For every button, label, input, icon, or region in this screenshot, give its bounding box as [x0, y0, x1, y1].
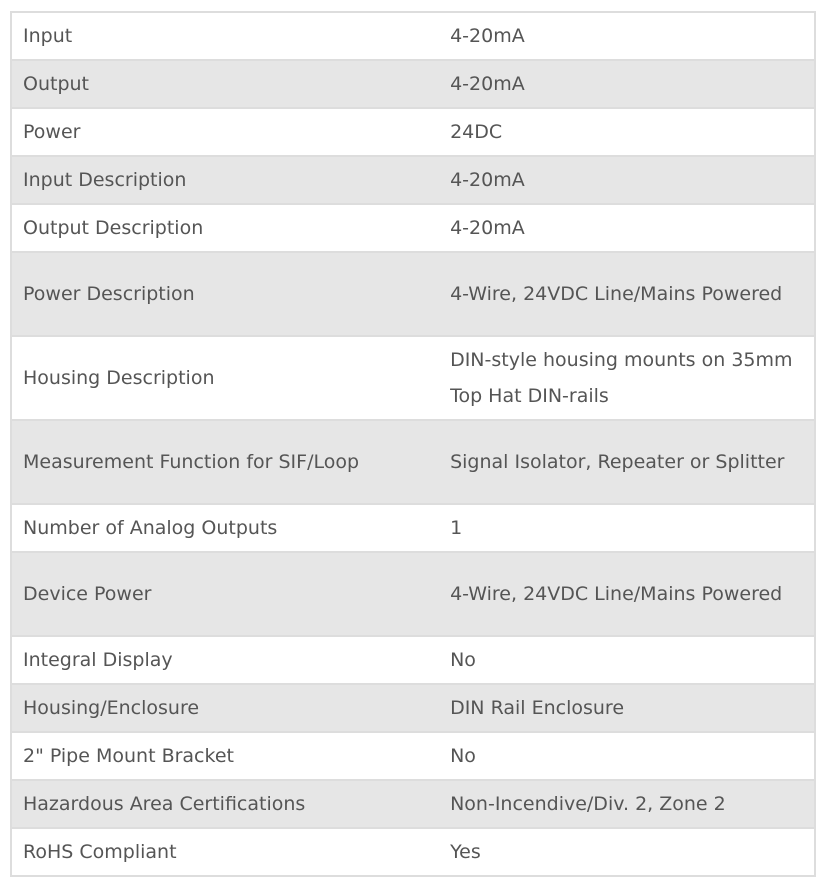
spec-value: 4-20mA [450, 25, 525, 47]
spec-value: 4-Wire, 24VDC Line/Mains Powered [450, 283, 783, 305]
spec-label: RoHS Compliant [23, 841, 177, 863]
spec-value: 4-Wire, 24VDC Line/Mains Powered [450, 583, 783, 605]
spec-label: Device Power [23, 583, 152, 605]
table-row: Integral Display No [11, 636, 815, 684]
table-row: Power 24DC [11, 108, 815, 156]
spec-label: Housing Description [23, 367, 215, 389]
table-row: Number of Analog Outputs 1 [11, 504, 815, 552]
spec-value: Signal Isolator, Repeater or Splitter [450, 451, 785, 473]
table-row: Output Description 4-20mA [11, 204, 815, 252]
spec-label: Output [23, 73, 89, 95]
spec-label: Hazardous Area Certifications [23, 793, 306, 815]
table-row: Housing Description DIN-style housing mou… [11, 336, 815, 420]
spec-value: 1 [450, 517, 463, 539]
spec-value: Non-Incendive/Div. 2, Zone 2 [450, 793, 726, 815]
spec-value: DIN-style housing mounts on 35mm Top Hat… [450, 349, 793, 407]
table-row: Input Description 4-20mA [11, 156, 815, 204]
spec-value: 4-20mA [450, 169, 525, 191]
table-row: Device Power 4-Wire, 24VDC Line/Mains Pow… [11, 552, 815, 636]
specifications-table-body: Input 4-20mA Output 4-20mA Power 24DC Input De… [11, 12, 815, 876]
table-row: Input 4-20mA [11, 12, 815, 60]
spec-label: 2" Pipe Mount Bracket [23, 745, 234, 767]
spec-label: Input [23, 25, 73, 47]
spec-label: Input Description [23, 169, 187, 191]
spec-label: Housing/Enclosure [23, 697, 200, 719]
table-row: Measurement Function for SIF/Loop Signal … [11, 420, 815, 504]
table-row: Housing/Enclosure DIN Rail Enclosure [11, 684, 815, 732]
spec-label: Number of Analog Outputs [23, 517, 278, 539]
spec-label: Integral Display [23, 649, 173, 671]
table-row: 2" Pipe Mount Bracket No [11, 732, 815, 780]
spec-label: Output Description [23, 217, 204, 239]
spec-value: No [450, 649, 476, 671]
spec-value: 24DC [450, 121, 503, 143]
table-row: Power Description 4-Wire, 24VDC Line/Main… [11, 252, 815, 336]
spec-value: No [450, 745, 476, 767]
spec-value: Yes [450, 841, 481, 863]
spec-value: 4-20mA [450, 217, 525, 239]
spec-label: Power [23, 121, 81, 143]
spec-value: DIN Rail Enclosure [450, 697, 625, 719]
spec-label: Measurement Function for SIF/Loop [23, 451, 360, 473]
spec-value: 4-20mA [450, 73, 525, 95]
table-row: RoHS Compliant Yes [11, 828, 815, 876]
table-row: Output 4-20mA [11, 60, 815, 108]
table-row: Hazardous Area Certifications Non-Incendi… [11, 780, 815, 828]
specifications-table: Input 4-20mA Output 4-20mA Power 24DC Input De… [10, 11, 816, 877]
spec-label: Power Description [23, 283, 195, 305]
